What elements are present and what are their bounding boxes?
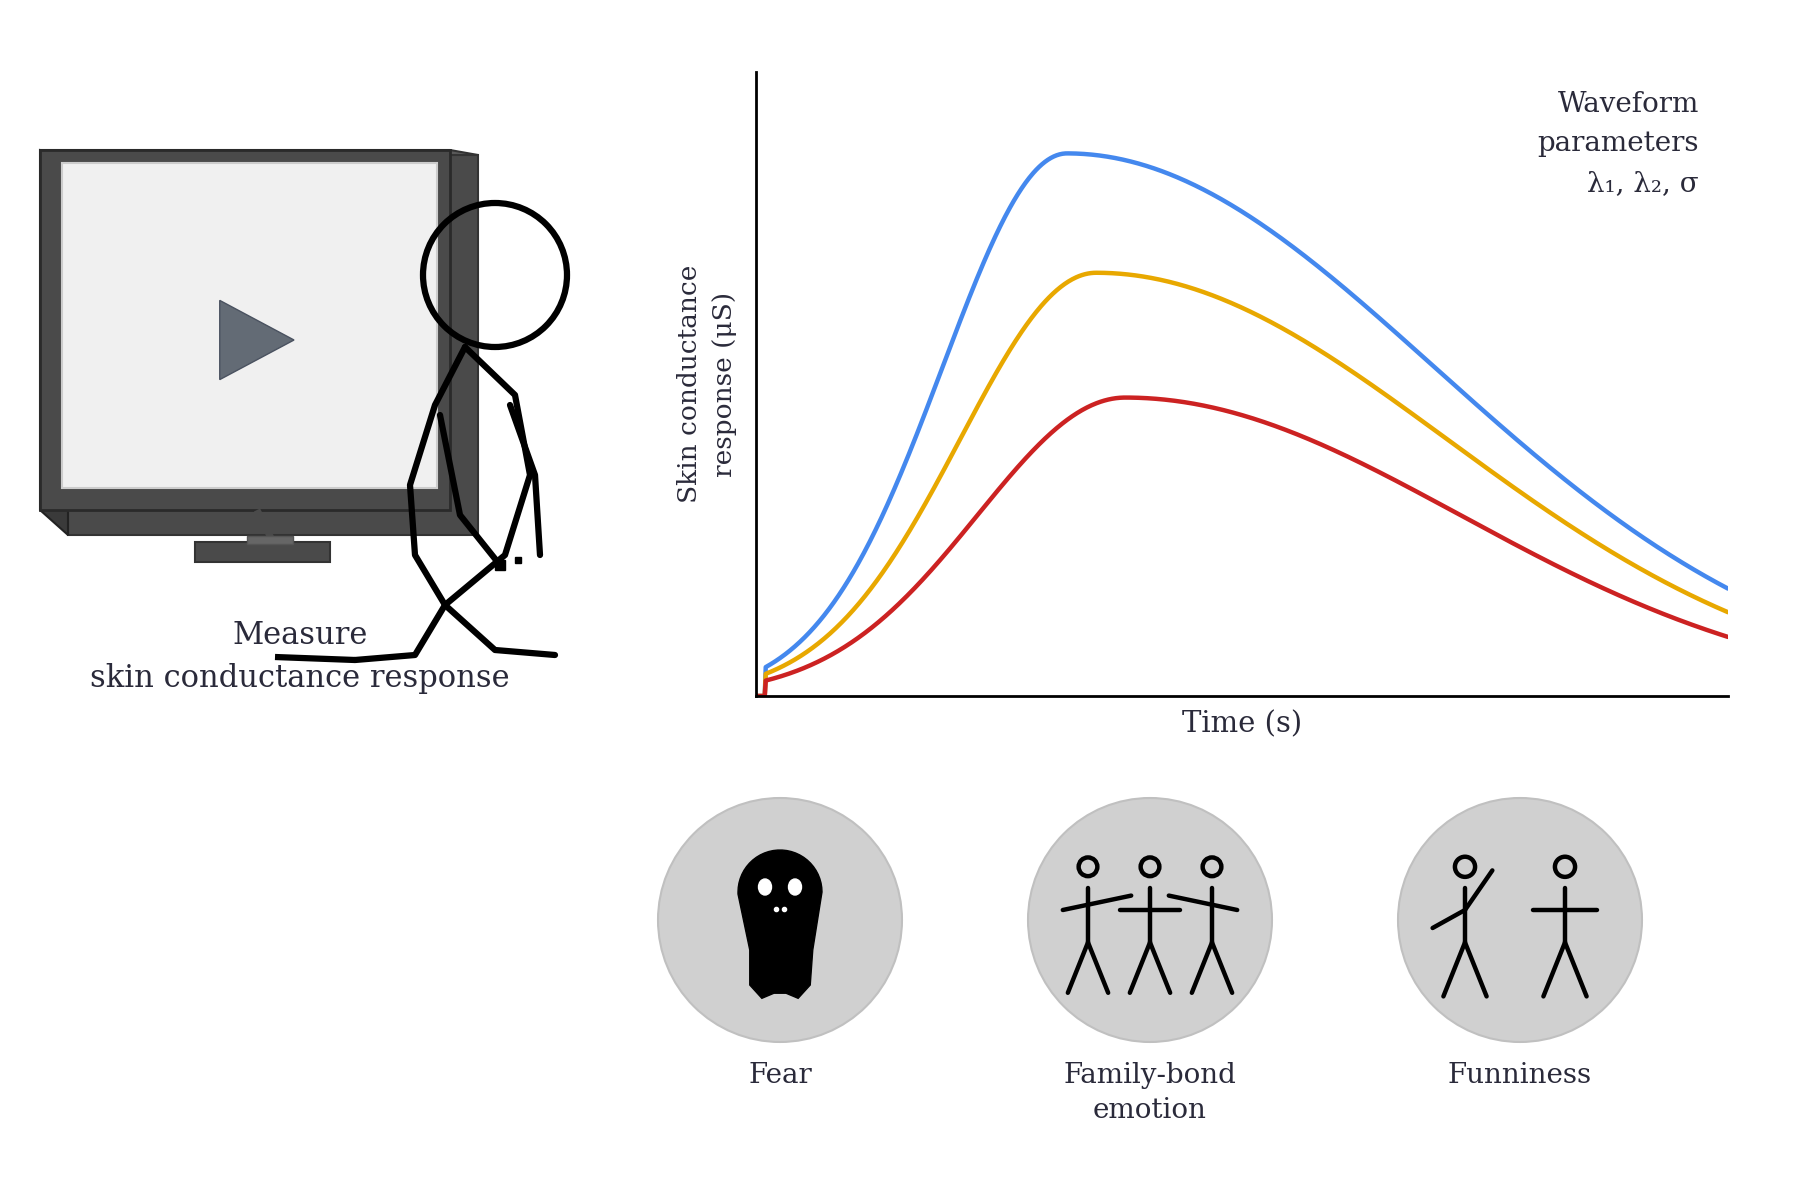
Text: Fear: Fear	[749, 1062, 812, 1090]
Ellipse shape	[788, 878, 801, 895]
Polygon shape	[40, 150, 479, 155]
Text: Waveform
parameters
λ₁, λ₂, σ: Waveform parameters λ₁, λ₂, σ	[1537, 91, 1699, 197]
Polygon shape	[68, 155, 479, 535]
Polygon shape	[194, 542, 329, 562]
Polygon shape	[220, 300, 293, 379]
Circle shape	[1399, 798, 1642, 1042]
Polygon shape	[247, 536, 293, 544]
Ellipse shape	[758, 878, 772, 895]
Polygon shape	[738, 850, 823, 998]
X-axis label: Time (s): Time (s)	[1183, 710, 1301, 738]
Polygon shape	[61, 163, 437, 488]
Text: Funniness: Funniness	[1447, 1062, 1591, 1090]
Polygon shape	[40, 150, 450, 510]
Circle shape	[1028, 798, 1273, 1042]
Text: Family-bond
emotion: Family-bond emotion	[1064, 1062, 1237, 1124]
Y-axis label: Skin conductance
response (μS): Skin conductance response (μS)	[677, 265, 736, 503]
Polygon shape	[40, 150, 68, 535]
Text: Measure
skin conductance response: Measure skin conductance response	[90, 620, 509, 694]
Circle shape	[659, 798, 902, 1042]
